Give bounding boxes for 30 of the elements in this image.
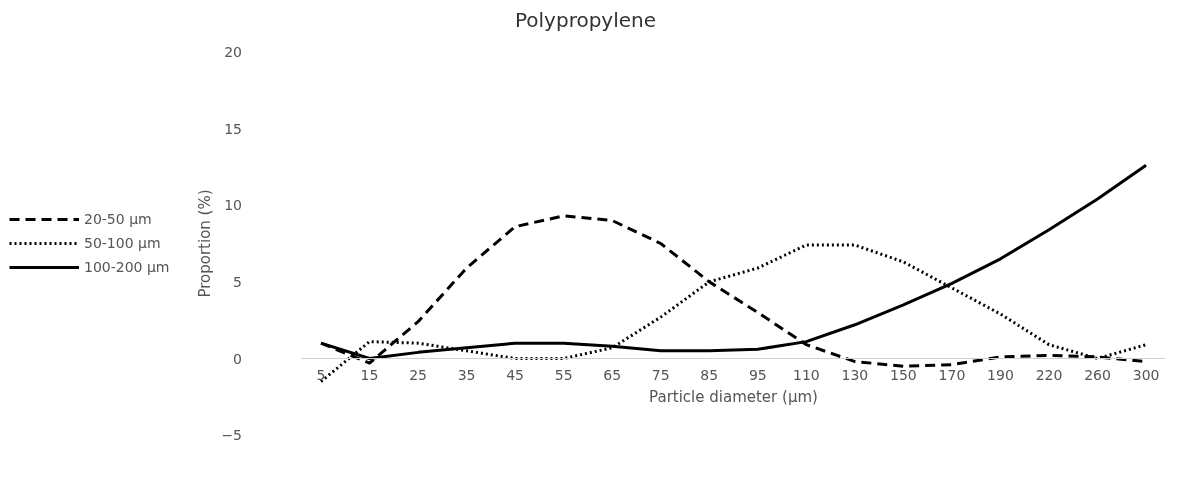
x-tick-label: 5: [316, 366, 326, 383]
y-axis-title: Proportion (%): [195, 189, 214, 298]
x-tick-label: 85: [700, 366, 719, 383]
x-tick-label: 95: [748, 366, 767, 383]
legend-label: 50-100 µm: [84, 235, 161, 251]
chart-title: Polypropylene: [514, 7, 657, 32]
x-tick-label: 15: [360, 366, 379, 383]
x-axis-title: Particle diameter (µm): [649, 387, 818, 406]
legend-label: 100-200 µm: [84, 259, 170, 275]
x-tick-label: 170: [938, 366, 966, 383]
x-tick-label: 45: [506, 366, 525, 383]
legend-label: 20-50 µm: [84, 211, 152, 227]
y-tick-label: 15: [224, 120, 243, 137]
x-tick-label: 55: [554, 366, 573, 383]
x-tick-label: 300: [1132, 366, 1160, 383]
y-tick-label: 10: [224, 197, 243, 214]
x-tick-label: 25: [409, 366, 427, 383]
y-tick-label: 0: [233, 350, 243, 367]
x-tick-label: 35: [457, 366, 476, 383]
x-tick-label: 130: [841, 366, 869, 383]
x-tick-label: 220: [1035, 366, 1063, 383]
y-tick-label: 20: [224, 43, 243, 60]
x-tick-label: 150: [890, 366, 917, 383]
x-tick-label: 75: [651, 366, 670, 383]
y-tick-label: −5: [221, 427, 243, 444]
x-tick-label: 65: [603, 366, 622, 383]
x-tick-label: 190: [987, 366, 1014, 383]
x-tick-label: 110: [792, 366, 820, 383]
x-tick-label: 260: [1084, 366, 1111, 383]
y-tick-label: 5: [233, 273, 243, 290]
